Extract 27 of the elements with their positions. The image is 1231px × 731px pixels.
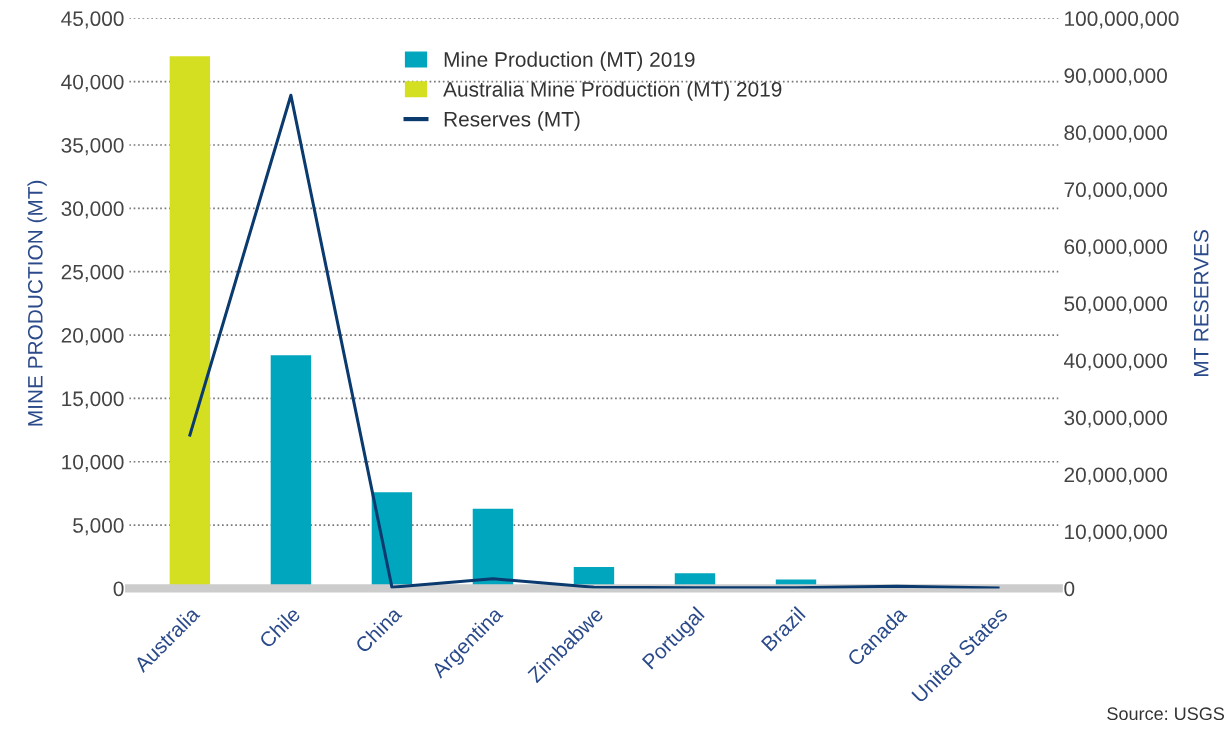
source-note: Source: USGS [1107, 707, 1225, 721]
y-tick-label: 20,000 [61, 328, 124, 346]
y-tick-label: 25,000 [61, 264, 124, 282]
y2-tick-label: 10,000,000 [1065, 524, 1167, 542]
y-tick-label: 35,000 [61, 137, 124, 156]
y-tick-label: 15,000 [62, 391, 124, 409]
y-tick-label: 10,000 [62, 454, 124, 472]
legend-label: Mine Production (MT) 2019 [444, 51, 695, 72]
y2-tick-label: 60,000,000 [1064, 239, 1167, 257]
y2-tick-label: 0 [1064, 581, 1075, 597]
y2-tick-label: 30,000,000 [1064, 410, 1167, 428]
y-axis-title: MINE PRODUCTION (MT) [27, 180, 47, 426]
y2-axis-title: MT RESERVES [1193, 230, 1209, 376]
y2-tick-label: 70,000,000 [1064, 182, 1167, 200]
y2-tick-label: 20,000,000 [1064, 467, 1167, 485]
y2-tick-label: 40,000,000 [1064, 353, 1167, 371]
y2-tick-label: 80,000,000 [1064, 125, 1167, 143]
y-tick-label: 30,000 [61, 201, 124, 219]
legend-label: Australia Mine Production (MT) 2019 [443, 81, 782, 101]
y2-tick-label: 90,000,000 [1064, 68, 1167, 86]
legend-label: Reserves (MT) [444, 111, 580, 131]
y2-tick-label: 50,000,000 [1064, 296, 1167, 314]
y-tick-label: 40,000 [61, 74, 124, 92]
y-tick-label: 5,000 [73, 518, 124, 536]
y-tick-label: 45,000 [61, 11, 124, 29]
y-tick-label: 0 [113, 581, 124, 597]
y2-tick-label: 100,000,000 [1065, 11, 1179, 29]
